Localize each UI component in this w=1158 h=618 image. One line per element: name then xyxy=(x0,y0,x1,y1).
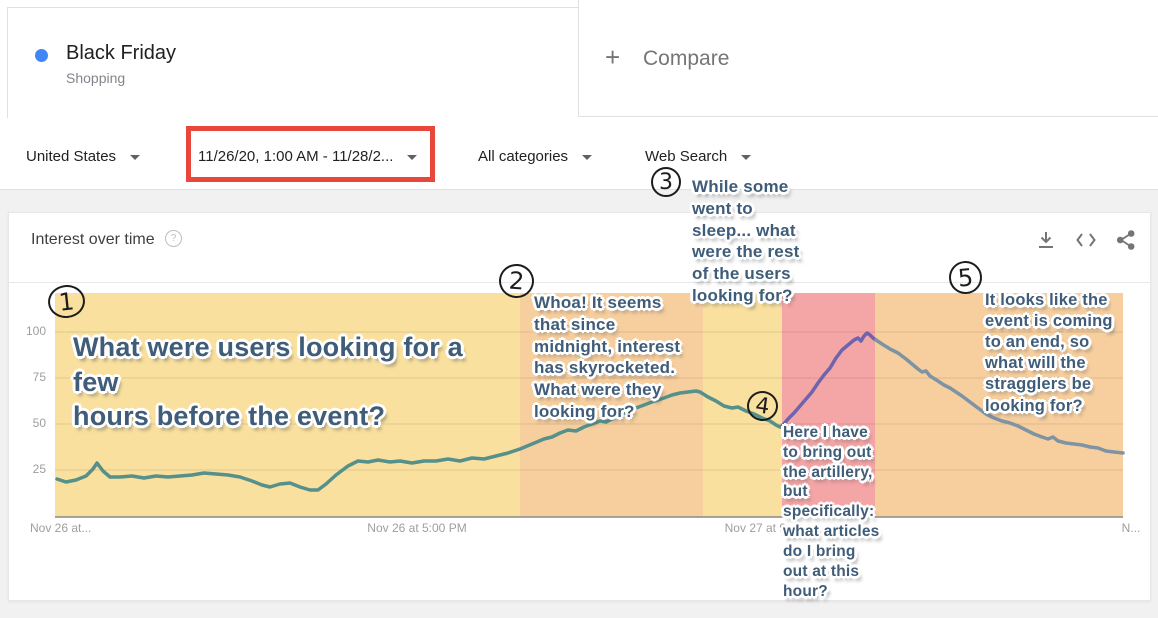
y-tick-label: 75 xyxy=(32,370,46,384)
geo-value: United States xyxy=(26,147,117,165)
download-icon[interactable] xyxy=(1035,229,1057,251)
header-area: Black Friday Shopping + Compare United S… xyxy=(0,0,1158,190)
chevron-down-icon xyxy=(582,154,593,160)
card-title: Interest over time xyxy=(31,231,155,248)
time-range-dropdown[interactable]: 11/26/20, 1:00 AM - 11/28/2... xyxy=(198,145,418,167)
help-icon[interactable]: ? xyxy=(165,230,182,247)
trend-line-segment xyxy=(55,389,785,492)
trend-line-segment xyxy=(781,331,878,427)
y-tick-label: 25 xyxy=(32,462,46,476)
trend-line-segment xyxy=(874,338,1125,455)
x-tick-label: N... xyxy=(1121,521,1141,535)
highlight-red xyxy=(782,293,875,517)
highlight-orange-2 xyxy=(875,293,1123,517)
x-tick-label: Nov 26 at... xyxy=(30,521,92,535)
y-tick-label: 50 xyxy=(32,416,46,430)
compare-label: Compare xyxy=(643,47,730,70)
chevron-down-icon xyxy=(741,154,752,160)
time-range-value: 11/26/20, 1:00 AM - 11/28/2... xyxy=(198,147,394,165)
search-term-card[interactable]: Black Friday Shopping xyxy=(7,7,578,118)
embed-icon[interactable] xyxy=(1075,229,1097,251)
x-tick-label: Nov 27 at 9: xyxy=(724,521,790,535)
search-type-dropdown[interactable]: Web Search xyxy=(645,145,752,167)
category-value: All categories xyxy=(478,147,569,165)
card-header-divider xyxy=(9,282,1150,283)
chevron-down-icon xyxy=(407,154,418,160)
card-divider-horizontal xyxy=(578,116,1158,117)
search-term-title: Black Friday xyxy=(66,42,177,64)
plus-icon: + xyxy=(605,42,621,72)
search-type-value: Web Search xyxy=(645,147,728,165)
category-dropdown[interactable]: All categories xyxy=(478,145,593,167)
y-tick-label: 100 xyxy=(25,324,46,338)
series-color-dot xyxy=(35,49,48,62)
chevron-down-icon xyxy=(130,154,141,160)
x-tick-label: Nov 26 at 5:00 PM xyxy=(367,521,467,535)
highlight-yellow-1 xyxy=(55,293,520,517)
add-comparison-button[interactable]: + Compare xyxy=(600,36,900,84)
share-icon[interactable] xyxy=(1115,229,1137,251)
geo-dropdown[interactable]: United States xyxy=(26,145,141,167)
highlight-yellow-2 xyxy=(703,293,782,517)
highlight-orange-1 xyxy=(520,293,703,517)
search-term-category: Shopping xyxy=(66,70,126,86)
card-divider-vertical xyxy=(578,0,579,116)
